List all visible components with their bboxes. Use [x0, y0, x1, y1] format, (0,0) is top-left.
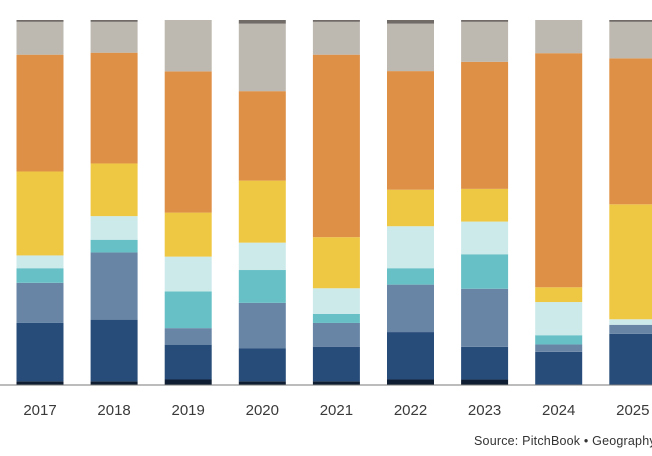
bar-segment-2021-1	[312, 346, 360, 382]
x-tick-label-2023: 2023	[468, 402, 501, 419]
bar-segment-2022-8	[387, 20, 434, 24]
bar-segment-2019-7	[164, 20, 212, 72]
bar-segment-2022-5	[387, 189, 434, 227]
bar-segment-2022-3	[387, 268, 434, 285]
bar-segment-2024-6	[535, 53, 583, 288]
x-tick-label-2021: 2021	[320, 402, 353, 419]
bar-segment-2017-6	[16, 54, 64, 172]
bar-segment-2019-1	[164, 344, 212, 380]
bars-group	[16, 20, 652, 385]
bar-segment-2024-4	[535, 302, 583, 336]
bar-segment-2021-0	[312, 381, 360, 385]
bar-segment-2025-5	[609, 204, 652, 320]
bar-segment-2022-7	[387, 23, 434, 72]
bar-segment-2025-8	[609, 20, 652, 22]
x-tick-labels: 2017 2018 2019 2020 2021 2022 2023 2024 2025	[23, 402, 649, 419]
bar-segment-2018-1	[90, 319, 138, 382]
bar-segment-2017-1	[16, 322, 64, 382]
bar-segment-2021-8	[312, 20, 360, 22]
bar-segment-2017-4	[16, 255, 64, 269]
bar-segment-2018-6	[90, 52, 138, 164]
bar-segment-2019-5	[164, 212, 212, 257]
bar-segment-2021-7	[312, 21, 360, 55]
bar-segment-2022-2	[387, 284, 434, 333]
bar-segment-2021-5	[312, 237, 360, 289]
bar-segment-2020-5	[238, 180, 286, 243]
bar-segment-2017-0	[16, 381, 64, 385]
bar-segment-2020-2	[238, 302, 286, 349]
bar-segment-2019-6	[164, 71, 212, 213]
bar-segment-2019-2	[164, 328, 212, 345]
bar-segment-2024-1	[535, 351, 583, 385]
bar-segment-2021-4	[312, 288, 360, 314]
bar-segment-2023-4	[461, 221, 509, 255]
bar-segment-2018-3	[90, 239, 138, 253]
bar-segment-2017-8	[16, 20, 64, 22]
bar-segment-2025-2	[609, 324, 652, 334]
bar-segment-2021-6	[312, 54, 360, 238]
bar-segment-2020-3	[238, 270, 286, 303]
bar-segment-2018-4	[90, 216, 138, 240]
bar-segment-2017-7	[16, 21, 64, 55]
x-tick-label-2020: 2020	[246, 402, 279, 419]
bar-segment-2022-4	[387, 226, 434, 269]
bar-segment-2020-4	[238, 242, 286, 271]
bar-segment-2024-5	[535, 287, 583, 303]
bar-segment-2021-3	[312, 313, 360, 323]
bar-segment-2025-7	[609, 21, 652, 59]
bar-segment-2025-4	[609, 319, 652, 325]
bar-segment-2019-4	[164, 256, 212, 292]
bar-segment-2018-8	[90, 20, 138, 22]
x-tick-label-2024: 2024	[542, 402, 575, 419]
bar-segment-2023-8	[461, 20, 509, 22]
x-tick-label-2019: 2019	[172, 402, 205, 419]
bar-segment-2024-7	[535, 20, 583, 54]
bar-segment-2018-2	[90, 252, 138, 320]
bar-segment-2024-3	[535, 335, 583, 345]
bar-segment-2023-5	[461, 188, 509, 222]
x-tick-label-2022: 2022	[394, 402, 427, 419]
bar-segment-2023-3	[461, 254, 509, 289]
bar-segment-2024-2	[535, 344, 583, 352]
bar-segment-2023-6	[461, 61, 509, 189]
bar-segment-2019-0	[164, 379, 212, 385]
bar-segment-2022-0	[387, 379, 434, 385]
bar-segment-2017-2	[16, 282, 64, 323]
bar-segment-2023-0	[461, 379, 509, 385]
bar-segment-2025-6	[609, 58, 652, 205]
bar-segment-2020-7	[238, 23, 286, 92]
bar-segment-2017-3	[16, 268, 64, 283]
bar-segment-2023-2	[461, 288, 509, 347]
bar-segment-2020-1	[238, 348, 286, 382]
bar-segment-2020-8	[238, 20, 286, 24]
x-tick-label-2018: 2018	[97, 402, 130, 419]
bar-segment-2018-5	[90, 163, 138, 217]
bar-segment-2022-6	[387, 71, 434, 190]
bar-segment-2019-3	[164, 291, 212, 329]
x-tick-label-2025: 2025	[616, 402, 649, 419]
bar-segment-2018-7	[90, 21, 138, 53]
bar-segment-2020-0	[238, 381, 286, 385]
bar-segment-2023-7	[461, 21, 509, 62]
bar-segment-2023-1	[461, 346, 509, 380]
bar-segment-2021-2	[312, 322, 360, 347]
bar-segment-2017-5	[16, 171, 64, 256]
source-note: Source: PitchBook • Geography	[474, 434, 652, 448]
bar-segment-2018-0	[90, 381, 138, 385]
bar-segment-2025-1	[609, 333, 652, 385]
x-tick-label-2017: 2017	[23, 402, 56, 419]
bar-segment-2020-6	[238, 91, 286, 181]
bar-segment-2022-1	[387, 332, 434, 380]
